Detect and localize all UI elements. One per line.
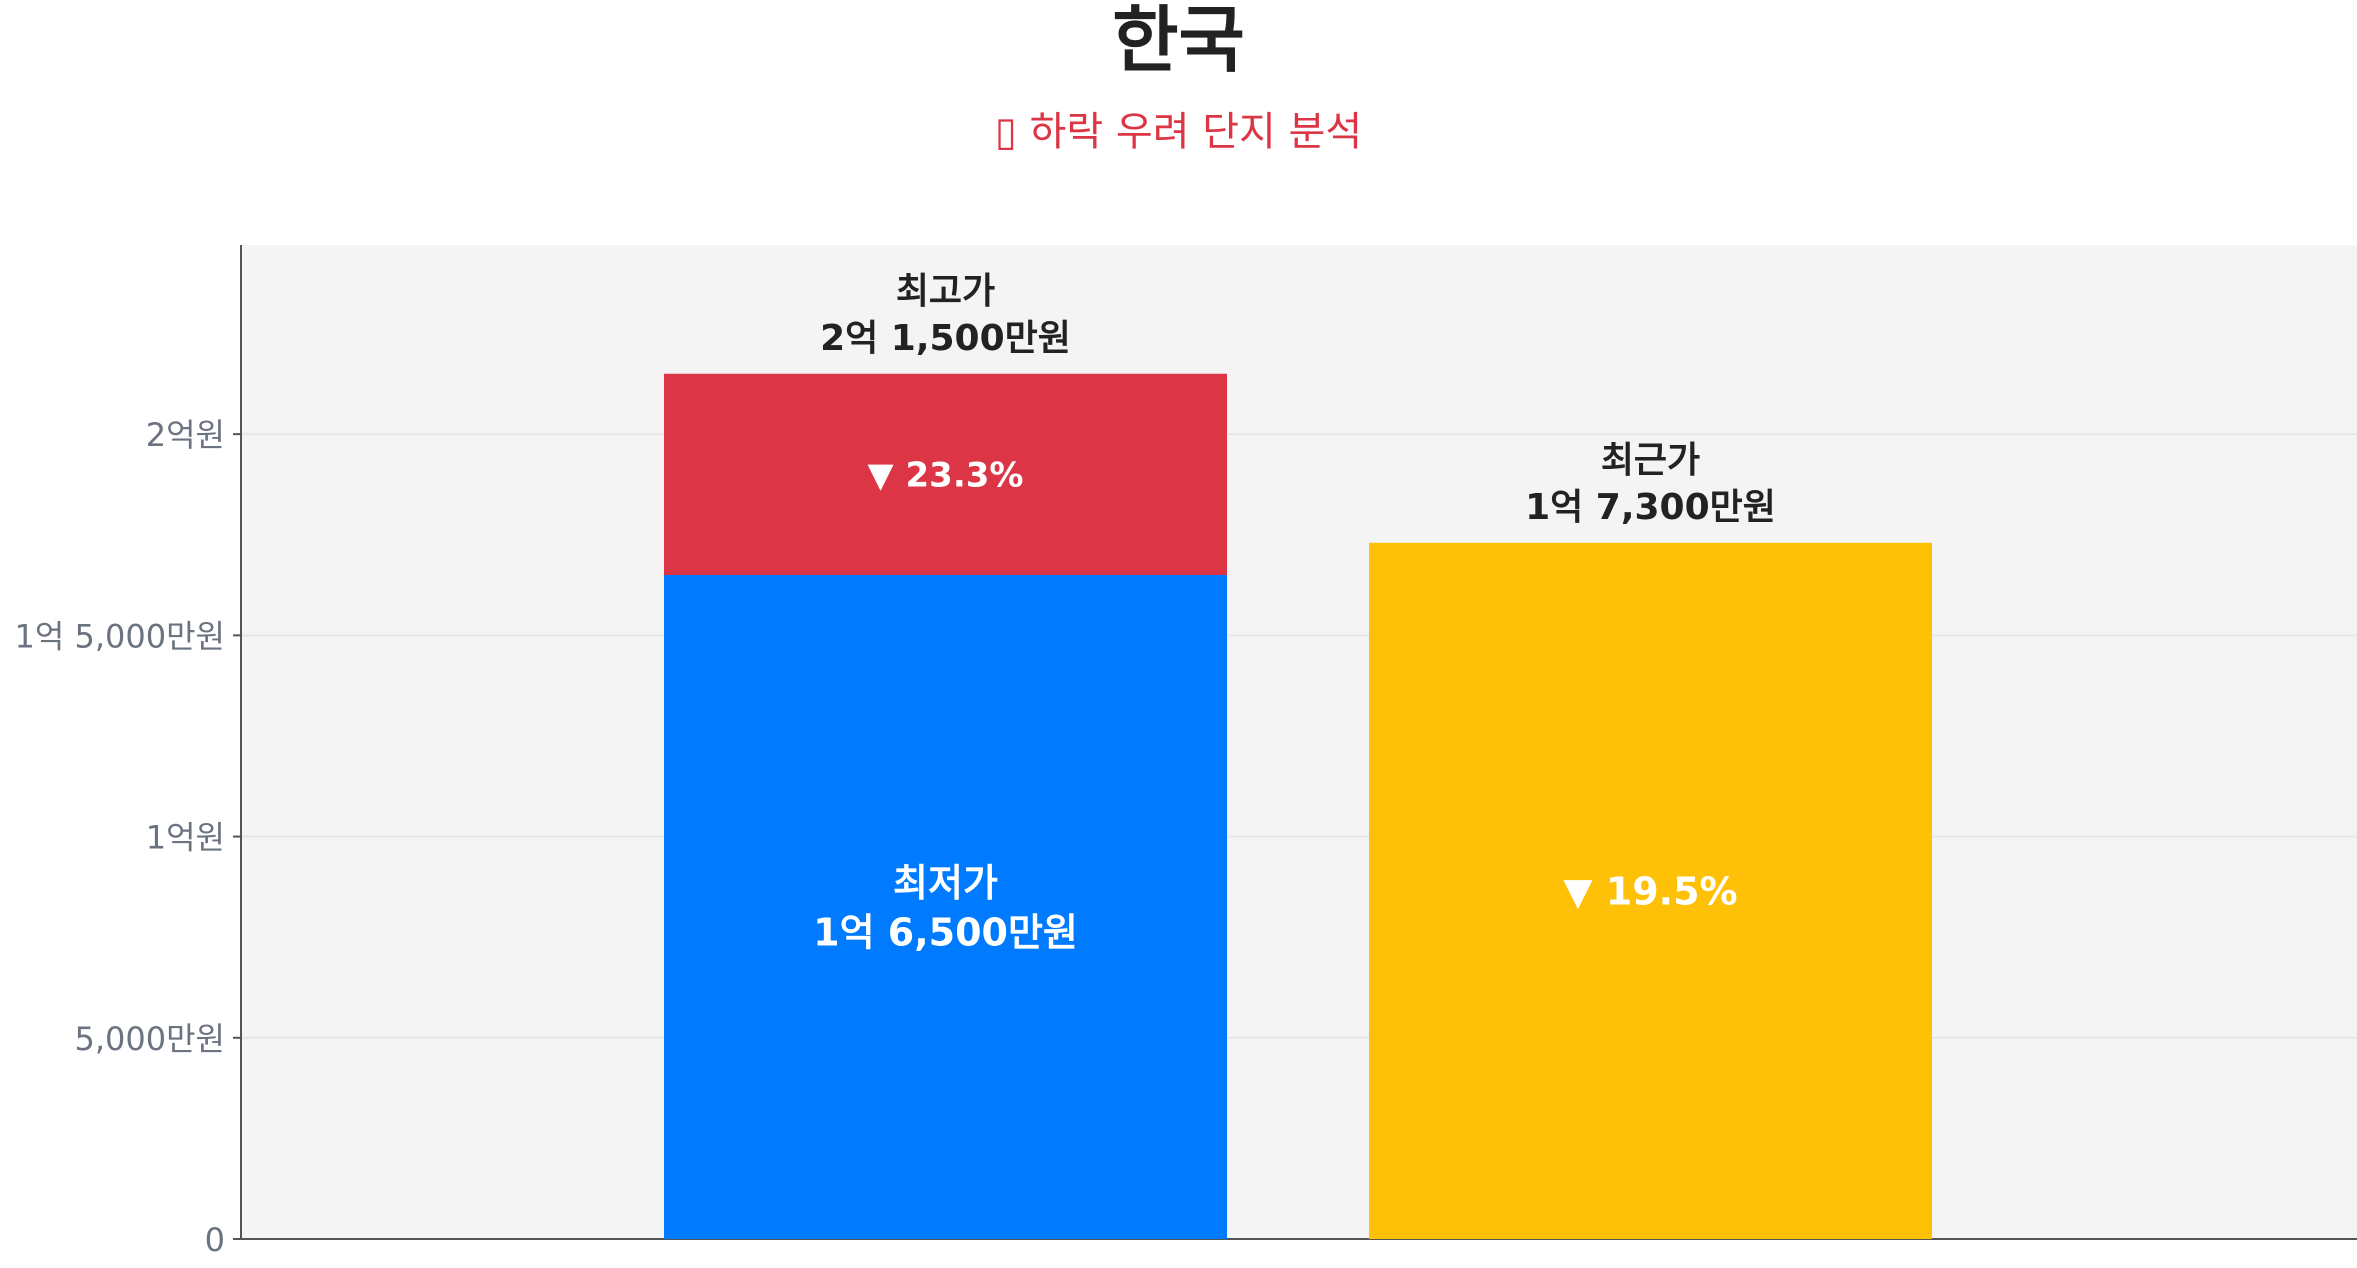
y-tick-label: 1억 5,000만원 — [15, 617, 225, 655]
bar-segment-label: 1억 6,500만원 — [813, 910, 1078, 954]
y-tick-label: 2억원 — [146, 416, 225, 454]
chart-subtitle: ▯ 하락 우려 단지 분석 — [994, 109, 1363, 155]
bar-recent-segment-0 — [1369, 542, 1932, 1239]
chart-title: 한국 — [1112, 0, 1245, 82]
bar-top-label: 최근가 — [1601, 440, 1700, 481]
bar-top-label: 1억 7,300만원 — [1525, 487, 1776, 528]
bar-segment-label: ▼ 19.5% — [1563, 870, 1737, 914]
bar-top-label: 최고가 — [896, 271, 995, 312]
bar-top-label: 2억 1,500만원 — [820, 318, 1071, 359]
bar-segment-label: 최저가 — [893, 861, 998, 905]
bar-price-range-segment-1 — [664, 373, 1227, 575]
y-tick-label: 1억원 — [146, 819, 225, 857]
bar-segment-label: ▼ 23.3% — [868, 456, 1024, 496]
bar-price-range-segment-0 — [664, 574, 1227, 1239]
y-tick-label: 0 — [205, 1221, 225, 1259]
plot-background — [241, 245, 2357, 1239]
y-tick-label: 5,000만원 — [75, 1020, 226, 1058]
